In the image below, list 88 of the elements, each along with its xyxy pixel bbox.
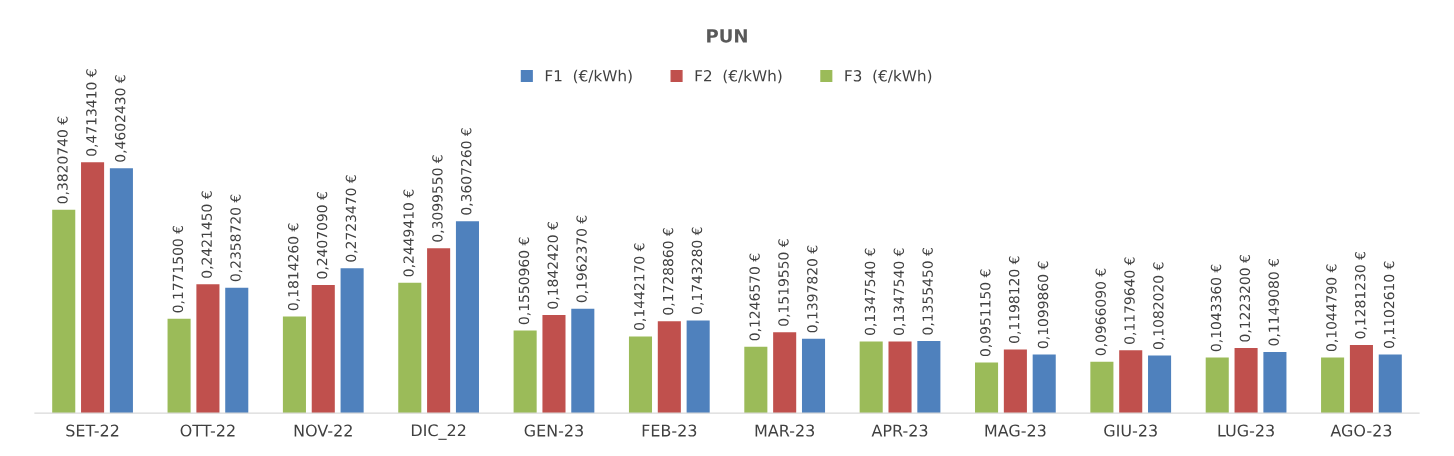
x-tick-label: GEN-23 <box>524 424 583 437</box>
data-label: 0,1179640 € <box>1124 257 1137 344</box>
bar <box>628 336 653 414</box>
bar <box>542 315 566 414</box>
bar <box>801 338 826 414</box>
data-label: 0,1728860 € <box>662 228 675 315</box>
data-label: 0,1099860 € <box>1037 261 1050 349</box>
data-label: 0,1397820 € <box>807 245 819 333</box>
x-tick-label: GIU-23 <box>1104 424 1157 437</box>
bar <box>1032 354 1056 414</box>
bar <box>225 287 249 414</box>
bar <box>1148 355 1172 414</box>
bar <box>773 332 797 414</box>
bar <box>975 362 999 414</box>
bar <box>311 285 335 414</box>
bar <box>455 221 479 414</box>
bar <box>1349 344 1373 414</box>
legend-label: F2 (€/kWh) <box>695 69 782 84</box>
data-label: 0,1223200 € <box>1239 255 1252 342</box>
bar <box>917 341 941 414</box>
data-label: 0,1842420 € <box>547 222 560 309</box>
data-label: 0,1149080 € <box>1268 259 1281 346</box>
bar <box>1119 350 1143 414</box>
x-tick-label: DIC_22 <box>411 424 466 440</box>
bar <box>657 321 681 414</box>
data-label: 0,1043360 € <box>1210 264 1223 352</box>
data-label: 0,2407090 € <box>316 192 329 279</box>
chart-title: PUN <box>707 29 747 43</box>
data-label: 0,4713410 € <box>86 69 99 156</box>
data-label: 0,1771500 € <box>172 225 185 313</box>
data-label: 0,1355450 € <box>922 248 935 335</box>
bar <box>686 320 710 414</box>
bar <box>1378 354 1402 414</box>
bar <box>167 318 191 414</box>
x-tick-label: NOV-22 <box>294 424 352 437</box>
bar <box>196 284 220 414</box>
bar <box>282 316 306 414</box>
bar <box>1090 361 1114 414</box>
data-label: 0,3607260 € <box>460 128 473 215</box>
data-label: 0,1550960 € <box>518 237 531 325</box>
bar <box>398 282 422 414</box>
data-label: 0,2358720 € <box>230 194 243 282</box>
data-label: 0,1246570 € <box>749 253 762 341</box>
data-label: 0,3099550 € <box>432 155 445 242</box>
data-label: 0,1044790 € <box>1326 264 1339 352</box>
x-tick-label: APR-23 <box>871 424 928 437</box>
bar <box>859 341 883 414</box>
data-label: 0,3820740 € <box>57 116 70 204</box>
data-label: 0,2449410 € <box>403 189 416 277</box>
data-label: 0,1082020 € <box>1153 262 1166 350</box>
x-tick-label: MAG-23 <box>985 424 1046 437</box>
x-tick-label: OTT-22 <box>180 424 235 437</box>
data-label: 0,2421450 € <box>201 191 214 278</box>
x-tick-label: SET-22 <box>66 424 119 437</box>
data-label: 0,1281230 € <box>1354 251 1367 339</box>
bar <box>109 168 133 414</box>
data-label: 0,1347540 € <box>864 248 877 335</box>
data-label: 0,1102610 € <box>1383 261 1396 348</box>
bar <box>1234 348 1258 414</box>
data-label: 0,1962370 € <box>576 215 589 303</box>
x-tick-label: FEB-23 <box>642 424 697 437</box>
bar <box>513 330 537 414</box>
data-label: 0,1347540 € <box>893 248 906 335</box>
bar <box>1321 357 1345 414</box>
data-label: 0,2723470 € <box>345 175 358 262</box>
legend-label: F1 (€/kWh) <box>545 69 632 84</box>
data-label: 0,0966090 € <box>1095 268 1108 356</box>
x-tick-label: MAR-23 <box>755 424 815 437</box>
bar <box>1003 349 1027 414</box>
bar <box>52 209 76 414</box>
bar <box>888 341 912 414</box>
bar <box>340 268 364 414</box>
bar <box>81 162 105 414</box>
data-label: 0,4602430 € <box>114 75 127 162</box>
bar <box>1263 351 1287 414</box>
bar <box>1205 357 1229 414</box>
data-label: 0,1743280 € <box>691 227 704 314</box>
bar <box>427 248 451 414</box>
bar <box>744 346 768 414</box>
x-tick-label: LUG-23 <box>1218 424 1274 437</box>
bar <box>571 308 595 414</box>
data-label: 0,1814260 € <box>287 223 300 311</box>
legend-label: F3 (€/kWh) <box>845 69 932 84</box>
data-label: 0,1442170 € <box>634 243 646 330</box>
data-label: 0,0951150 € <box>980 269 992 357</box>
data-label: 0,1198120 € <box>1008 256 1021 343</box>
data-label: 0,1519550 € <box>778 239 791 326</box>
x-tick-label: AGO-23 <box>1330 424 1392 437</box>
